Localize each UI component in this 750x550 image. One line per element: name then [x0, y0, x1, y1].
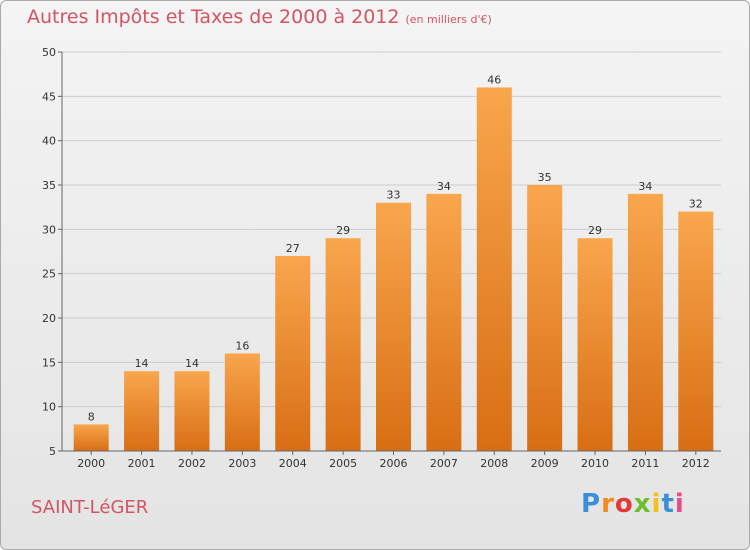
x-tick-label: 2011 [631, 457, 659, 470]
y-tick-label: 25 [42, 268, 56, 281]
y-tick-label: 20 [42, 312, 56, 325]
data-label: 29 [588, 224, 602, 237]
data-label: 27 [286, 242, 300, 255]
bar [224, 353, 260, 451]
x-tick-label: 2008 [480, 457, 508, 470]
logo-letter: r [601, 489, 615, 519]
y-tick-label: 35 [42, 179, 56, 192]
data-label: 14 [185, 357, 199, 370]
x-tick-label: 2003 [228, 457, 256, 470]
commune-name: SAINT-LéGER [31, 497, 149, 518]
data-label: 8 [88, 410, 95, 423]
x-tick-label: 2007 [430, 457, 458, 470]
bar [527, 185, 563, 451]
bars: 8 14 14 16 27 29 33 34 46 35 29 34 32 [73, 73, 714, 451]
x-tick-label: 2009 [531, 457, 559, 470]
y-tick-label: 50 [42, 46, 56, 59]
data-label: 29 [336, 224, 350, 237]
data-label: 34 [437, 180, 451, 193]
bar [627, 193, 663, 451]
data-label: 32 [689, 198, 703, 211]
logo-letter: P [581, 489, 602, 519]
y-tick-label: 40 [42, 135, 56, 148]
bar [577, 238, 613, 451]
x-tick-label: 2002 [178, 457, 206, 470]
x-tick-label: 2012 [682, 457, 710, 470]
axes: 5 10 15 20 25 30 35 40 45 50 2000 2001 2002 2003 2004 2… [42, 46, 721, 470]
y-tick-label: 5 [49, 445, 56, 458]
logo-letter: t [661, 489, 675, 519]
y-tick-label: 45 [42, 90, 56, 103]
proxiti-logo: Proxiti [581, 489, 685, 519]
x-tick-label: 2001 [128, 457, 156, 470]
logo-letter: x [633, 489, 652, 519]
data-label: 33 [387, 189, 401, 202]
data-label: 35 [538, 171, 552, 184]
bar [275, 255, 311, 451]
x-tick-label: 2000 [77, 457, 105, 470]
x-tick-label: 2004 [279, 457, 307, 470]
y-tick-label: 30 [42, 223, 56, 236]
chart-unit: (en milliers d'€) [405, 13, 492, 26]
data-label: 46 [487, 73, 501, 86]
bar [678, 211, 714, 451]
bar [124, 371, 160, 451]
x-tick-label: 2010 [581, 457, 609, 470]
chart-title-text: Autres Impôts et Taxes de 2000 à 2012 [27, 6, 400, 28]
bar [476, 87, 512, 451]
y-tick-label: 10 [42, 401, 56, 414]
bar [174, 371, 210, 451]
x-tick-label: 2005 [329, 457, 357, 470]
data-label: 16 [235, 339, 249, 352]
y-tick-label: 15 [42, 356, 56, 369]
logo-letter: i [651, 489, 662, 519]
bar [73, 424, 109, 451]
bar [426, 193, 462, 451]
logo-letter: o [614, 489, 634, 519]
bar [325, 238, 361, 451]
data-label: 14 [135, 357, 149, 370]
chart-title: Autres Impôts et Taxes de 2000 à 2012 (en… [27, 6, 492, 28]
bar [376, 202, 411, 451]
logo-letter: i [674, 489, 685, 519]
x-tick-label: 2006 [380, 457, 408, 470]
data-label: 34 [638, 180, 652, 193]
